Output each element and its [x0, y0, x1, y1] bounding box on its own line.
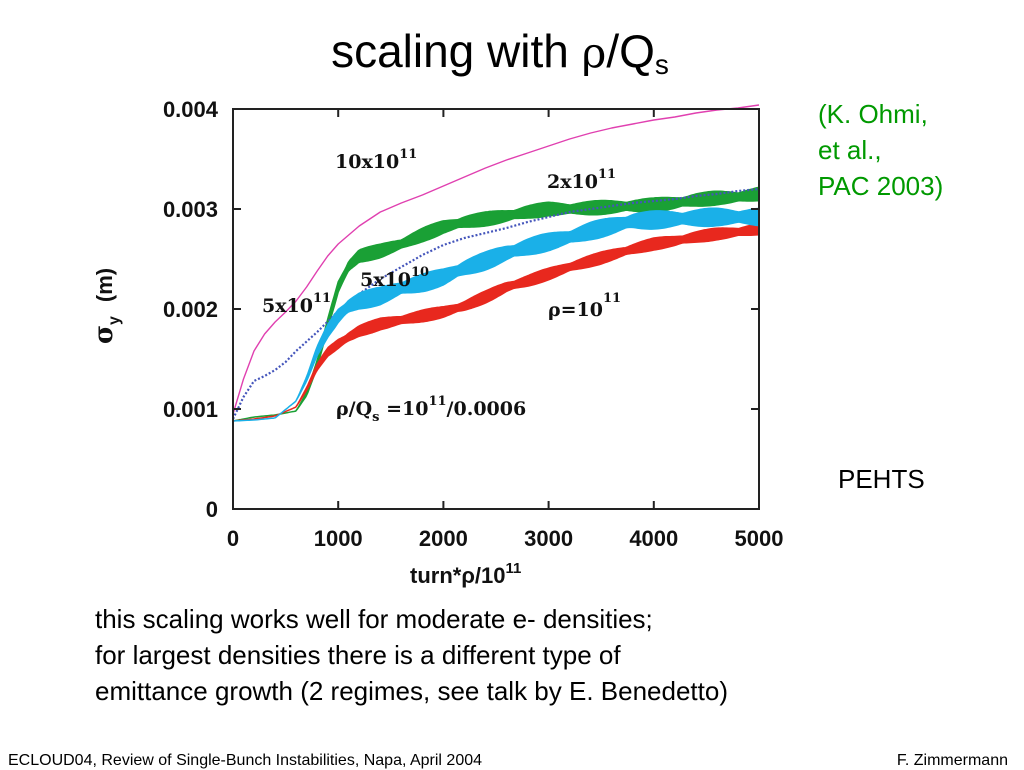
x-axis-title: turn*ρ/1011	[410, 560, 521, 588]
notes: this scaling works well for moderate e- …	[95, 601, 728, 709]
tick-layer: 0 1000 2000 3000 4000 5000 0 0.001 0.002 0.003 0.0…	[163, 97, 784, 551]
svg-text:σy(m): σy(m)	[89, 268, 123, 344]
x-tick-label: 5000	[735, 526, 784, 551]
y-tick-label: 0.004	[163, 97, 219, 122]
annotation-10x10-11: 10x1011	[335, 147, 417, 173]
citation-line: et al.,	[818, 135, 882, 165]
citation: (K. Ohmi, et al., PAC 2003)	[818, 96, 943, 204]
footer-right: F. Zimmermann	[896, 752, 1008, 769]
y-tick-label: 0.002	[163, 297, 218, 322]
series-2	[232, 187, 760, 420]
note-line: emittance growth (2 regimes, see talk by…	[95, 676, 728, 706]
slide-title: scaling with ρ/Qs	[331, 25, 669, 80]
series-2-line	[232, 187, 760, 420]
x-tick-label: 0	[227, 526, 239, 551]
citation-line: (K. Ohmi,	[818, 99, 928, 129]
annotation-rho-over-qs: ρ/Qs =1011/0.0006	[336, 394, 526, 425]
series-0-line	[232, 104, 760, 415]
annotation-5x10-10: 5x1010	[360, 265, 429, 291]
x-tick-label: 1000	[314, 526, 363, 551]
annotation-2x10-11: 2x1011	[547, 167, 616, 193]
x-tick-label: 2000	[419, 526, 468, 551]
x-tick-label: 3000	[524, 526, 573, 551]
annotation-rho-10-11: ρ=1011	[548, 291, 621, 321]
y-tick-label: 0	[206, 497, 218, 522]
footer-left: ECLOUD04, Review of Single-Bunch Instabi…	[8, 752, 483, 769]
y-tick-label: 0.001	[163, 397, 218, 422]
y-tick-label: 0.003	[163, 197, 218, 222]
y-axis-title: σy(m)	[89, 268, 123, 344]
note-line: for largest densities there is a differe…	[95, 640, 621, 670]
series-layer	[232, 104, 760, 422]
x-tick-label: 4000	[629, 526, 678, 551]
note-line: this scaling works well for moderate e- …	[95, 604, 653, 634]
citation-line: PAC 2003)	[818, 171, 944, 201]
chart: 0 1000 2000 3000 4000 5000 0 0.001 0.002 0.003 0.0…	[89, 97, 784, 588]
code-label: PEHTS	[838, 464, 925, 494]
annotation-5x10-11: 5x1011	[262, 291, 331, 317]
series-0	[232, 104, 760, 415]
